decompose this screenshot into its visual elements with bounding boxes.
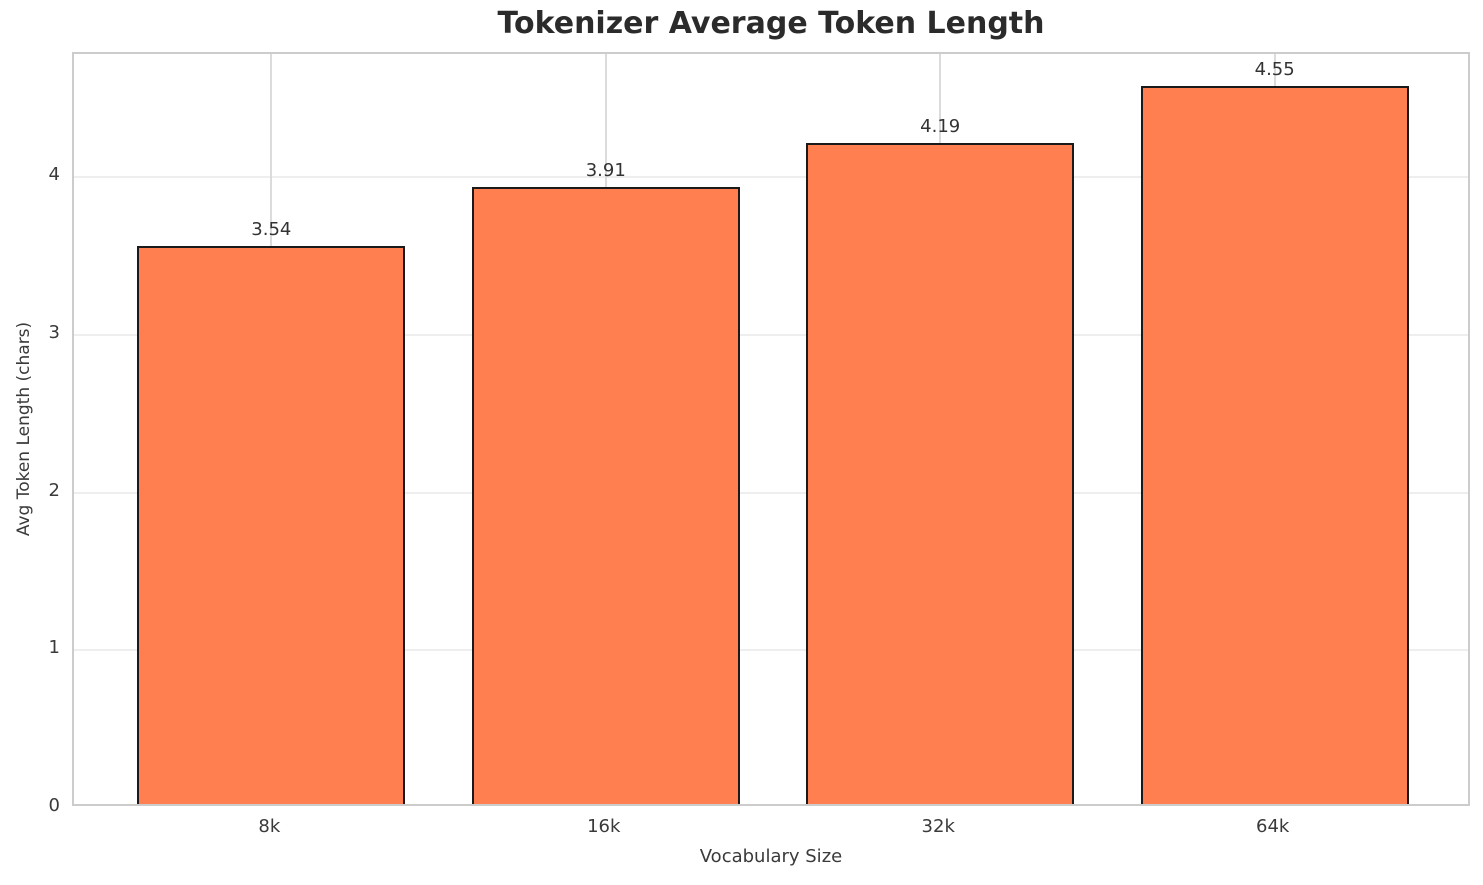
x-tick-label: 32k — [921, 816, 955, 837]
bar — [137, 246, 405, 804]
plot-inner: 3.54 3.91 4.19 4.55 — [74, 54, 1468, 804]
h-gridline — [74, 649, 1468, 652]
y-tick-label: 4 — [48, 164, 60, 186]
bar — [472, 187, 740, 804]
y-tick-label: 1 — [48, 637, 60, 659]
h-gridline — [74, 491, 1468, 494]
x-axis-label: Vocabulary Size — [699, 846, 843, 867]
bar — [806, 143, 1074, 804]
bar-value-label: 3.91 — [585, 160, 626, 181]
bar-value-label: 3.54 — [251, 219, 292, 240]
bar-value-label: 4.19 — [920, 116, 961, 137]
y-tick-label: 2 — [48, 479, 60, 501]
chart-title: Tokenizer Average Token Length — [497, 6, 1045, 41]
plot-area: 3.54 3.91 4.19 4.55 — [72, 52, 1470, 806]
x-tick-label: 64k — [1256, 816, 1290, 837]
h-gridline — [74, 176, 1468, 179]
x-tick-label: 8k — [258, 816, 281, 837]
bar-value-label: 4.55 — [1254, 59, 1295, 80]
y-tick-label: 3 — [48, 321, 60, 343]
y-tick-labels: 0 1 2 3 4 — [0, 52, 60, 816]
bar — [1141, 86, 1409, 804]
y-axis-label: Avg Token Length (chars) — [14, 321, 34, 537]
h-gridline — [74, 333, 1468, 336]
y-tick-label: 0 — [48, 795, 60, 816]
x-tick-labels: 8k 16k 32k 64k — [72, 806, 1470, 840]
x-tick-label: 16k — [587, 816, 621, 837]
